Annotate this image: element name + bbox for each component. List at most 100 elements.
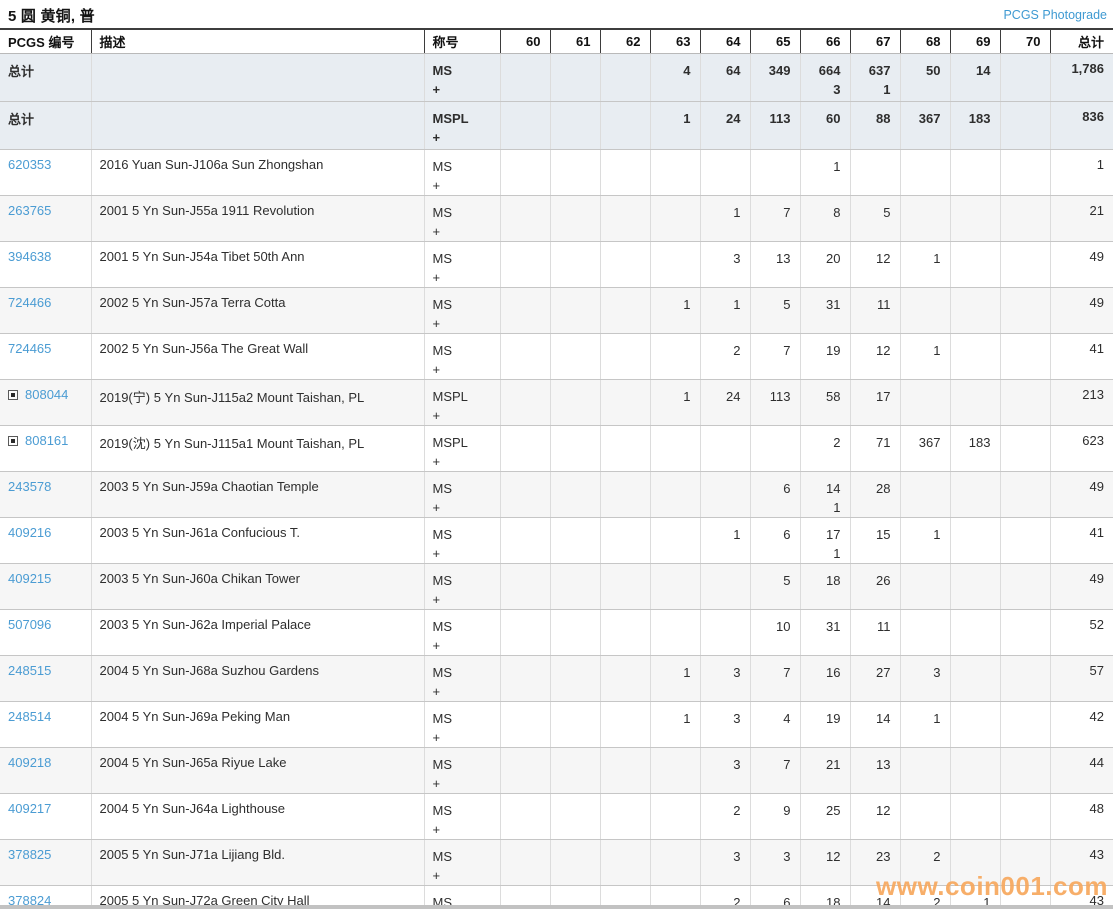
expand-toggle-icon[interactable]: [8, 436, 18, 446]
designation-plus: +: [432, 546, 441, 561]
table-row: 394638 2001 5 Yn Sun-J54a Tibet 50th Ann M…: [0, 241, 1113, 288]
grade-cell: [499, 563, 551, 610]
grade-cell: [549, 241, 601, 288]
grade-count: 1: [933, 251, 941, 266]
grade-count: 5: [883, 205, 891, 220]
grade-count: 16: [826, 665, 841, 680]
grade-cell: [499, 333, 551, 380]
grade-count: 6: [783, 895, 791, 909]
grade-cell: 7: [749, 655, 801, 702]
grade-cell: [599, 517, 651, 564]
pcgs-number-link[interactable]: 409217: [8, 801, 52, 816]
pcgs-number-link[interactable]: 409215: [8, 571, 52, 586]
grade-cell: [549, 471, 601, 518]
pcgs-number-link[interactable]: 808161: [25, 433, 69, 448]
grade-cell: [549, 425, 601, 472]
pcgs-number-cell: 263765: [0, 195, 92, 242]
pcgs-photograde-link[interactable]: PCGS Photograde: [1003, 8, 1107, 22]
grade-cell: [649, 747, 701, 794]
designation-cell: MS +: [423, 747, 501, 794]
grade-cell: [499, 839, 551, 886]
grade-cell: [999, 379, 1051, 426]
grade-cell: [599, 425, 651, 472]
pcgs-number-link[interactable]: 394638: [8, 249, 52, 264]
grade-cell: 10: [749, 609, 801, 656]
total-cell: 48: [1049, 793, 1113, 840]
grade-count: 2: [733, 343, 741, 358]
designation-cell: MSPL +: [423, 101, 501, 150]
grade-cell: [649, 517, 701, 564]
grade-cell: [949, 241, 1001, 288]
horizontal-scrollbar[interactable]: [0, 905, 1113, 909]
pcgs-number-link[interactable]: 248515: [8, 663, 52, 678]
pcgs-number-link[interactable]: 409216: [8, 525, 52, 540]
pcgs-number-link[interactable]: 378825: [8, 847, 52, 862]
grade-count: 367: [918, 111, 941, 126]
column-header-total: 总计: [1049, 28, 1113, 54]
pcgs-number-link[interactable]: 378824: [8, 893, 52, 908]
total-cell: 44: [1049, 747, 1113, 794]
table-row: 724466 2002 5 Yn Sun-J57a Terra Cotta MS +1…: [0, 287, 1113, 334]
grade-count: 3: [933, 665, 941, 680]
pcgs-number-link[interactable]: 243578: [8, 479, 52, 494]
grade-cell: [549, 747, 601, 794]
grade-cell: [999, 149, 1051, 196]
expand-toggle-icon[interactable]: [8, 390, 18, 400]
designation-label: MS: [432, 205, 453, 220]
pcgs-number-link[interactable]: 620353: [8, 157, 52, 172]
grade-count: 27: [876, 665, 891, 680]
grade-cell: 18: [799, 885, 851, 909]
grade-cell: [599, 793, 651, 840]
grade-cell: 3: [899, 655, 951, 702]
grade-cell: [599, 747, 651, 794]
grade-count: 367: [918, 435, 941, 450]
total-cell: 623: [1049, 425, 1113, 472]
grade-cell: 31: [799, 609, 851, 656]
grade-cell: [549, 563, 601, 610]
grade-count: 18: [826, 573, 841, 588]
grade-cell: [999, 101, 1051, 150]
grade-count: 1: [983, 895, 991, 909]
grade-count: 11: [877, 297, 891, 312]
pcgs-number-link[interactable]: 507096: [8, 617, 52, 632]
grade-cell: 15: [849, 517, 901, 564]
grade-cell: 1: [899, 701, 951, 748]
grade-cell: [949, 333, 1001, 380]
total-cell: 213: [1049, 379, 1113, 426]
designation-plus: +: [432, 868, 441, 883]
grade-cell: 113: [749, 379, 801, 426]
grade-cell: [999, 53, 1051, 102]
grade-count: 6: [783, 527, 791, 542]
pcgs-number-link[interactable]: 808044: [25, 387, 69, 402]
grade-count: 14: [826, 481, 841, 496]
grade-cell: 2: [699, 793, 751, 840]
pcgs-number-link[interactable]: 263765: [8, 203, 52, 218]
coin-description: 2001 5 Yn Sun-J54a Tibet 50th Ann: [90, 241, 425, 288]
total-cell: 43: [1049, 839, 1113, 886]
grade-count: 7: [783, 757, 791, 772]
grade-cell: 13: [749, 241, 801, 288]
designation-plus: +: [432, 82, 441, 97]
grade-cell: 3: [699, 701, 751, 748]
total-cell: 42: [1049, 701, 1113, 748]
grade-plus-count: 1: [833, 546, 841, 561]
column-header-67: 67: [849, 28, 901, 54]
grade-cell: 7: [749, 747, 801, 794]
grade-count: 5: [783, 573, 791, 588]
pcgs-number-link[interactable]: 724466: [8, 295, 52, 310]
grade-cell: [549, 333, 601, 380]
grade-count: 1: [833, 159, 841, 174]
grade-count: 14: [876, 711, 891, 726]
grade-cell: [899, 563, 951, 610]
coin-description: 2005 5 Yn Sun-J71a Lijiang Bld.: [90, 839, 425, 886]
pcgs-number-link[interactable]: 409218: [8, 755, 52, 770]
designation-cell: MS +: [423, 563, 501, 610]
table-row: 263765 2001 5 Yn Sun-J55a 1911 Revolution…: [0, 195, 1113, 242]
designation-label: MS: [432, 619, 453, 634]
grade-cell: [949, 563, 1001, 610]
coin-description: 2004 5 Yn Sun-J69a Peking Man: [90, 701, 425, 748]
pcgs-number-link[interactable]: 248514: [8, 709, 52, 724]
pcgs-number-link[interactable]: 724465: [8, 341, 52, 356]
grade-count: 88: [876, 111, 891, 126]
column-header-designation: 称号: [423, 28, 501, 54]
